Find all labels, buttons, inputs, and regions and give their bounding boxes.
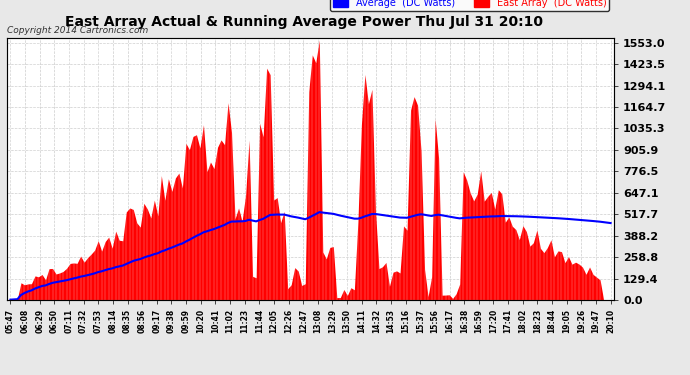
Text: East Array Actual & Running Average Power Thu Jul 31 20:10: East Array Actual & Running Average Powe… (65, 15, 542, 29)
Text: Copyright 2014 Cartronics.com: Copyright 2014 Cartronics.com (7, 26, 148, 35)
Legend: Average  (DC Watts), East Array  (DC Watts): Average (DC Watts), East Array (DC Watts… (331, 0, 609, 11)
